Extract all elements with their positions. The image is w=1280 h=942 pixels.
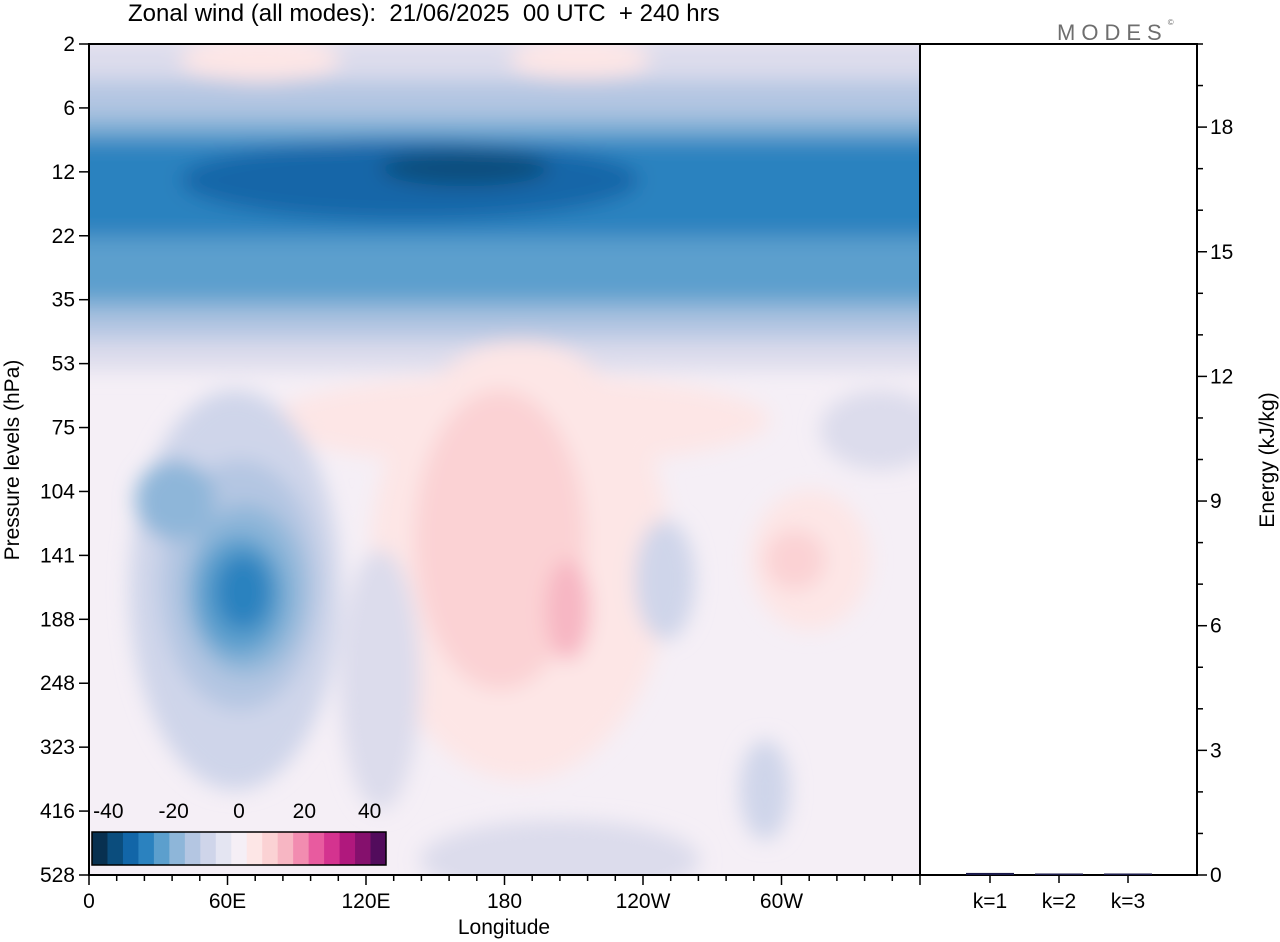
colorbar-swatch: [107, 832, 124, 865]
colorbar-swatch: [231, 832, 248, 865]
energy-tick-label: 6: [1210, 615, 1222, 638]
contour-patch-4: [820, 390, 920, 470]
colorbar-tick-label: 40: [358, 800, 381, 823]
colorbar-swatch: [370, 832, 387, 865]
colorbar-swatch: [308, 832, 325, 865]
energy-tick-label: 0: [1210, 864, 1222, 887]
modes-brand-logo: MODES©: [1057, 18, 1174, 46]
colorbar-swatch: [184, 832, 201, 865]
y-tick-label: 528: [40, 864, 75, 887]
energy-tick-label: 9: [1210, 490, 1222, 513]
colorbar-swatch: [262, 832, 279, 865]
category-label: k=2: [1042, 890, 1076, 913]
x-tick-label: 120W: [616, 890, 671, 913]
colorbar-swatch: [122, 832, 139, 865]
y-tick-label: 188: [40, 608, 75, 631]
y-tick-label: 35: [52, 289, 75, 312]
colorbar-swatch: [138, 832, 155, 865]
contour-upper-max: [380, 150, 550, 186]
colorbar-swatch: [153, 832, 170, 865]
energy-tick-label: 15: [1210, 241, 1233, 264]
contour-westerly-east-core: [765, 530, 825, 590]
colorbar-swatch: [246, 832, 263, 865]
energy-bar: [966, 872, 1014, 875]
colorbar-swatch: [324, 832, 341, 865]
y-axis-label: Pressure levels (hPa): [1, 360, 24, 561]
colorbar-tick-label: 0: [233, 800, 245, 823]
axes: 0 60E 120E 180 120W 60W2612223553751041411882…: [40, 33, 1233, 913]
y-tick-label: 323: [40, 736, 75, 759]
x-axis-label: Longitude: [458, 916, 550, 939]
colorbar-tick-label: -20: [158, 800, 188, 823]
colorbar-swatch: [92, 832, 108, 865]
y-tick-label: 141: [40, 544, 75, 567]
y-tick-label: 12: [52, 161, 75, 184]
contour-top-warm-2: [510, 44, 650, 80]
contour-patch-2: [635, 520, 695, 640]
y-tick-label: 248: [40, 672, 75, 695]
y-tick-label: 6: [63, 97, 75, 120]
energy-axis-label: Energy (kJ/kg): [1256, 392, 1279, 527]
colorbar-tick-label: -40: [93, 800, 123, 823]
colorbar-swatch: [355, 832, 372, 865]
category-label: k=1: [973, 890, 1007, 913]
x-tick-label: 60E: [209, 890, 246, 913]
energy-tick-label: 18: [1210, 116, 1233, 139]
x-tick-label: 60W: [760, 890, 803, 913]
contour-westerly-max: [546, 560, 590, 660]
x-tick-label: 120E: [341, 890, 390, 913]
brand-text: MODES: [1057, 20, 1168, 45]
contour-westerly-mid: [415, 390, 585, 690]
category-label: k=3: [1111, 890, 1145, 913]
colorbar-tick-label: 20: [293, 800, 316, 823]
y-tick-label: 2: [63, 33, 75, 56]
contour-easterly-west: [135, 460, 215, 540]
zonal-wind-heatmap: [89, 44, 920, 875]
colorbar-swatch: [339, 832, 356, 865]
y-tick-label: 416: [40, 800, 75, 823]
energy-panel-frame: [919, 43, 1198, 876]
contour-patch-5: [420, 820, 700, 875]
colorbar: -40 -20 0 20 40: [91, 800, 387, 866]
x-tick-label: 180: [487, 890, 522, 913]
energy-bar: [1104, 873, 1152, 875]
wind-contours: [89, 44, 920, 875]
energy-bars: [966, 872, 1152, 875]
x-tick-label: 0: [83, 890, 95, 913]
y-tick-label: 53: [52, 353, 75, 376]
colorbar-swatch: [277, 832, 294, 865]
energy-bar: [1035, 873, 1083, 875]
energy-tick-label: 3: [1210, 739, 1222, 762]
colorbar-swatch: [169, 832, 186, 865]
colorbar-frame: [91, 831, 387, 866]
contour-patch-1: [340, 550, 420, 810]
contour-top-warm-1: [180, 44, 340, 82]
colorbar-swatch: [215, 832, 232, 865]
y-tick-label: 22: [52, 225, 75, 248]
colorbar-swatch: [200, 832, 217, 865]
brand-copyright-mark: ©: [1167, 18, 1174, 27]
contour-patch-3: [740, 740, 790, 840]
colorbar-swatch: [293, 832, 310, 865]
contour-easterly-5: [215, 554, 271, 630]
chart-title: Zonal wind (all modes): 21/06/2025 00 UT…: [128, 0, 720, 27]
y-tick-label: 104: [40, 480, 75, 503]
y-tick-label: 75: [52, 417, 75, 440]
energy-tick-label: 12: [1210, 365, 1233, 388]
